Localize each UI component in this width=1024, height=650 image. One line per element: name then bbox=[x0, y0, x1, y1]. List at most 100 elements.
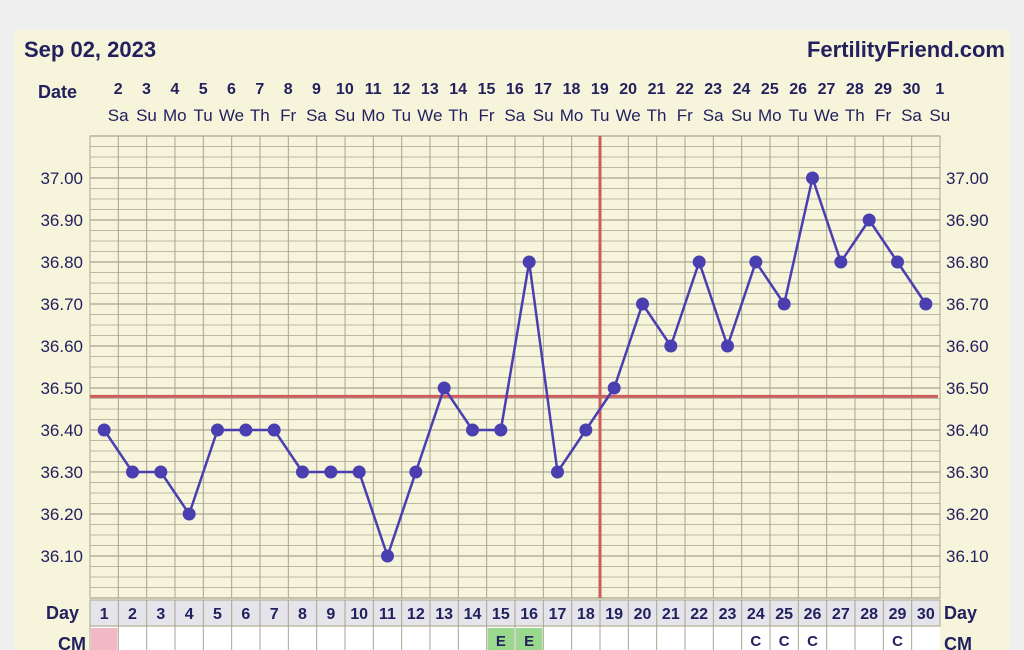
date-number: 30 bbox=[903, 81, 921, 98]
date-number: 12 bbox=[393, 81, 411, 98]
weekday-label: Mo bbox=[560, 106, 584, 125]
temperature-point bbox=[324, 465, 338, 479]
weekday-label: We bbox=[616, 106, 641, 125]
cycle-day-number: 26 bbox=[804, 606, 822, 623]
cycle-day-number: 11 bbox=[379, 606, 396, 623]
cycle-day-number: 25 bbox=[775, 606, 793, 623]
temperature-point bbox=[777, 297, 791, 311]
weekday-label: Fr bbox=[677, 106, 693, 125]
cycle-day-number: 13 bbox=[435, 606, 453, 623]
date-number: 29 bbox=[874, 81, 892, 98]
weekday-label: Sa bbox=[108, 106, 129, 125]
cycle-day-number: 22 bbox=[690, 606, 708, 623]
cycle-day-number: 20 bbox=[634, 606, 652, 623]
temperature-point bbox=[437, 381, 451, 395]
temperature-point bbox=[551, 465, 564, 479]
y-tick-label-right: 36.20 bbox=[946, 505, 989, 524]
temperature-point bbox=[154, 465, 168, 479]
cycle-day-number: 5 bbox=[213, 606, 222, 623]
cm-cell-eggwhite bbox=[487, 628, 514, 650]
day-row-label-right: Day bbox=[944, 603, 977, 623]
temperature-point bbox=[267, 423, 281, 437]
date-number: 21 bbox=[648, 81, 666, 98]
cycle-day-number: 16 bbox=[520, 606, 538, 623]
weekday-label: We bbox=[219, 106, 244, 125]
y-tick-label-right: 37.00 bbox=[946, 169, 989, 188]
cycle-day-number: 6 bbox=[241, 606, 250, 623]
cycle-day-number: 7 bbox=[270, 606, 279, 623]
weekday-label: Sa bbox=[703, 106, 724, 125]
y-tick-label-left: 37.00 bbox=[40, 169, 83, 188]
weekday-label: Mo bbox=[361, 106, 385, 125]
cm-cell-eggwhite bbox=[516, 628, 543, 650]
brand-name: FertilityFriend.com bbox=[807, 37, 1005, 62]
weekday-label: Tu bbox=[392, 106, 411, 125]
chart-date-title: Sep 02, 2023 bbox=[24, 37, 156, 62]
weekday-label: Tu bbox=[789, 106, 808, 125]
y-tick-label-right: 36.70 bbox=[946, 295, 989, 314]
cm-cell-period bbox=[91, 628, 118, 650]
date-number: 24 bbox=[733, 81, 751, 98]
date-number: 1 bbox=[935, 81, 944, 98]
temperature-point bbox=[919, 297, 933, 311]
cycle-day-number: 2 bbox=[128, 606, 137, 623]
weekday-label: Sa bbox=[504, 106, 525, 125]
cycle-day-number: 18 bbox=[577, 606, 595, 623]
date-number: 16 bbox=[506, 81, 524, 98]
date-number: 14 bbox=[449, 81, 467, 98]
weekday-label: Fr bbox=[875, 106, 891, 125]
date-number: 3 bbox=[142, 81, 151, 98]
y-tick-label-right: 36.90 bbox=[946, 211, 989, 230]
cycle-day-number: 1 bbox=[100, 606, 109, 623]
date-number: 10 bbox=[336, 81, 354, 98]
temperature-point bbox=[664, 339, 678, 353]
cycle-day-number: 24 bbox=[747, 606, 765, 623]
temperature-point bbox=[466, 423, 479, 437]
y-tick-label-left: 36.70 bbox=[40, 295, 83, 314]
weekday-label: Th bbox=[845, 106, 865, 125]
date-number: 19 bbox=[591, 81, 609, 98]
y-tick-label-left: 36.60 bbox=[40, 337, 83, 356]
date-number: 11 bbox=[365, 81, 382, 98]
temperature-point bbox=[607, 381, 621, 395]
date-number: 23 bbox=[704, 81, 722, 98]
weekday-label: Th bbox=[250, 106, 270, 125]
temperature-point bbox=[636, 297, 649, 311]
date-number: 6 bbox=[227, 81, 236, 98]
y-tick-label-left: 36.90 bbox=[40, 211, 83, 230]
temperature-point bbox=[834, 255, 848, 269]
cycle-day-number: 15 bbox=[492, 606, 510, 623]
weekday-label: Mo bbox=[163, 106, 187, 125]
y-tick-label-left: 36.80 bbox=[40, 253, 83, 272]
weekday-label: Sa bbox=[306, 106, 327, 125]
y-tick-label-right: 36.60 bbox=[946, 337, 989, 356]
date-number: 9 bbox=[312, 81, 321, 98]
date-number: 15 bbox=[478, 81, 496, 98]
cycle-day-number: 4 bbox=[185, 606, 194, 623]
weekday-label: We bbox=[417, 106, 442, 125]
cycle-day-number: 28 bbox=[860, 606, 878, 623]
date-number: 5 bbox=[199, 81, 208, 98]
temperature-point bbox=[806, 171, 819, 185]
cycle-day-number: 14 bbox=[464, 606, 482, 623]
cm-cell-label: C bbox=[779, 633, 790, 650]
cycle-day-number: 19 bbox=[605, 606, 623, 623]
cycle-day-number: 10 bbox=[350, 606, 368, 623]
date-number: 27 bbox=[818, 81, 836, 98]
cm-row-label-right: CM bbox=[944, 634, 972, 650]
temperature-point bbox=[409, 465, 423, 479]
cycle-day-number: 8 bbox=[298, 606, 307, 623]
date-number: 13 bbox=[421, 81, 439, 98]
temperature-point bbox=[522, 255, 536, 269]
weekday-label: Mo bbox=[758, 106, 782, 125]
weekday-label: Su bbox=[136, 106, 157, 125]
date-number: 28 bbox=[846, 81, 864, 98]
cycle-day-number: 23 bbox=[719, 606, 737, 623]
date-number: 4 bbox=[170, 81, 179, 98]
weekday-label: We bbox=[814, 106, 839, 125]
date-number: 26 bbox=[789, 81, 807, 98]
date-number: 22 bbox=[676, 81, 694, 98]
temperature-point bbox=[749, 255, 763, 269]
cycle-day-number: 29 bbox=[889, 606, 907, 623]
